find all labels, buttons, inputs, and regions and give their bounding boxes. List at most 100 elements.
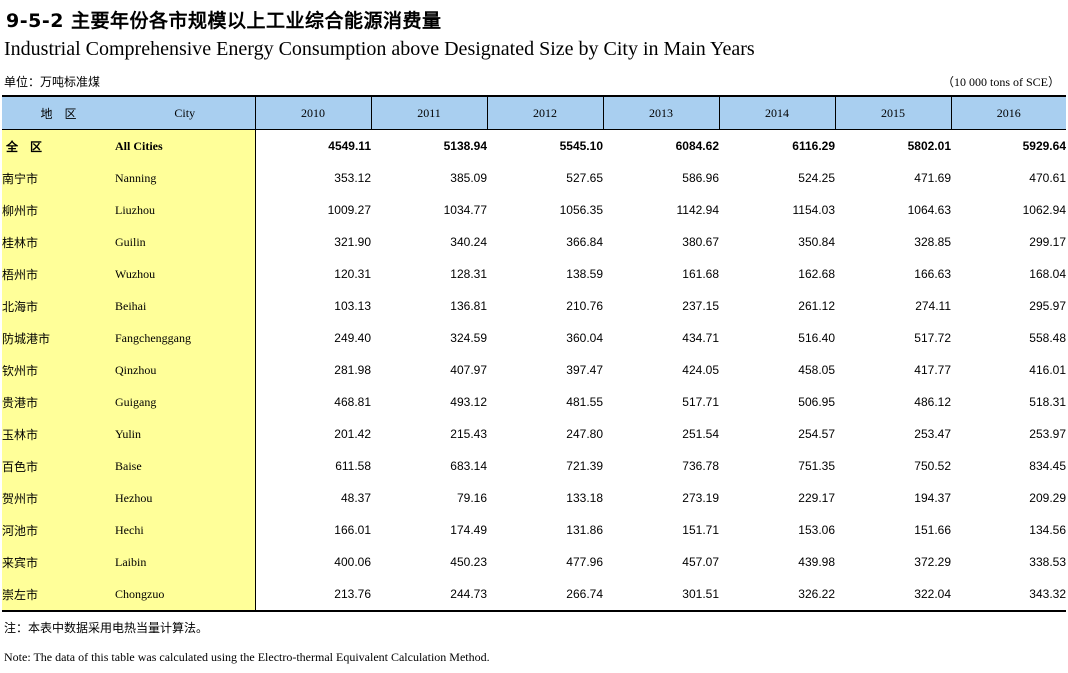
value-cell: 486.12 [914,395,951,409]
value-cell: 353.12 [334,171,371,185]
energy-consumption-table: 地 区 City 2010 2011 2012 2013 2014 2015 2… [2,95,1066,612]
value-cell: 151.71 [682,523,719,537]
value-cell: 328.85 [914,235,951,249]
city-cell: Laibin [115,546,256,578]
value-cell: 458.05 [798,363,835,377]
region-cell: 全 区 [2,129,115,162]
city-cell: All Cities [115,129,256,162]
table-row-total: 全 区 All Cities 4549.11 5138.94 5545.10 6… [2,129,1066,162]
city-cell: Beihai [115,290,256,322]
region-cell: 玉林市 [2,418,115,450]
value-cell: 450.23 [450,555,487,569]
value-cell: 247.80 [566,427,603,441]
table-row: 百色市 Baise 611.58 683.14 721.39 736.78 75… [2,450,1066,482]
header-year: 2015 [834,96,951,130]
value-cell: 683.14 [450,459,487,473]
unit-label-english: （10 000 tons of SCE） [941,75,1060,89]
value-cell: 273.19 [682,491,719,505]
value-cell: 493.12 [450,395,487,409]
value-cell: 194.37 [914,491,951,505]
value-cell: 338.53 [1029,555,1066,569]
value-cell: 128.31 [450,267,487,281]
region-cell: 崇左市 [2,578,115,611]
value-cell: 299.17 [1029,235,1066,249]
value-cell: 120.31 [334,267,371,281]
value-cell: 416.01 [1029,363,1066,377]
table-row: 桂林市 Guilin 321.90 340.24 366.84 380.67 3… [2,226,1066,258]
value-cell: 253.47 [914,427,951,441]
header-year: 2013 [602,96,719,130]
value-cell: 249.40 [334,331,371,345]
value-cell: 721.39 [566,459,603,473]
unit-label-chinese: 单位：万吨标准煤 [4,75,101,89]
value-cell: 527.65 [566,171,603,185]
value-cell: 1154.03 [792,203,836,217]
value-cell: 244.73 [450,587,487,601]
value-cell: 506.95 [798,395,835,409]
value-cell: 301.51 [682,587,719,601]
region-cell: 梧州市 [2,258,115,290]
value-cell: 385.09 [450,171,487,185]
value-cell: 166.63 [914,267,951,281]
header-year: 2014 [718,96,835,130]
value-cell: 517.71 [682,395,719,409]
table-row: 北海市 Beihai 103.13 136.81 210.76 237.15 2… [2,290,1066,322]
header-region: 地 区 [2,96,115,130]
value-cell: 586.96 [682,171,719,185]
table-row: 来宾市 Laibin 400.06 450.23 477.96 457.07 4… [2,546,1066,578]
value-cell: 321.90 [334,235,371,249]
value-cell: 471.69 [914,171,951,185]
value-cell: 468.81 [334,395,371,409]
header-year: 2012 [486,96,603,130]
value-cell: 397.47 [566,363,603,377]
header-city: City [115,96,255,130]
footnote-english: Note: The data of this table was calcula… [4,650,490,664]
region-cell: 百色市 [2,450,115,482]
value-cell: 138.59 [566,267,603,281]
value-cell: 153.06 [798,523,835,537]
value-cell: 366.84 [566,235,603,249]
value-cell: 229.17 [798,491,835,505]
value-cell: 253.97 [1029,427,1066,441]
region-cell: 南宁市 [2,162,115,194]
value-cell: 281.98 [334,363,371,377]
region-cell: 桂林市 [2,226,115,258]
footnote-chinese: 注：本表中数据采用电热当量计算法。 [4,621,209,635]
table-row: 贵港市 Guigang 468.81 493.12 481.55 517.71 … [2,386,1066,418]
value-cell: 477.96 [566,555,603,569]
header-year: 2010 [254,96,371,130]
value-cell: 1064.63 [907,203,951,217]
value-cell: 372.29 [914,555,951,569]
value-cell: 1056.35 [559,203,603,217]
value-cell: 439.98 [798,555,835,569]
value-cell: 350.84 [798,235,835,249]
value-cell: 518.31 [1029,395,1066,409]
value-cell: 324.59 [450,331,487,345]
value-cell: 417.77 [914,363,951,377]
value-cell: 457.07 [682,555,719,569]
value-cell: 5138.94 [443,139,487,153]
value-cell: 1062.94 [1022,203,1066,217]
value-cell: 136.81 [450,299,487,313]
value-cell: 134.56 [1029,523,1066,537]
table-row: 梧州市 Wuzhou 120.31 128.31 138.59 161.68 1… [2,258,1066,290]
value-cell: 209.29 [1029,491,1066,505]
table-row: 崇左市 Chongzuo 213.76 244.73 266.74 301.51… [2,578,1066,611]
value-cell: 215.43 [450,427,487,441]
table-row: 贺州市 Hezhou 48.37 79.16 133.18 273.19 229… [2,482,1066,514]
value-cell: 237.15 [682,299,719,313]
value-cell: 326.22 [798,587,835,601]
value-cell: 174.49 [450,523,487,537]
value-cell: 340.24 [450,235,487,249]
value-cell: 168.04 [1029,267,1066,281]
region-cell: 贵港市 [2,386,115,418]
value-cell: 380.67 [682,235,719,249]
city-cell: Chongzuo [115,578,256,611]
value-cell: 151.66 [914,523,951,537]
header-year: 2016 [950,96,1066,130]
value-cell: 400.06 [334,555,371,569]
value-cell: 201.42 [334,427,371,441]
value-cell: 251.54 [682,427,719,441]
table-header-row: 地 区 City 2010 2011 2012 2013 2014 2015 2… [2,96,1066,130]
value-cell: 750.52 [914,459,951,473]
